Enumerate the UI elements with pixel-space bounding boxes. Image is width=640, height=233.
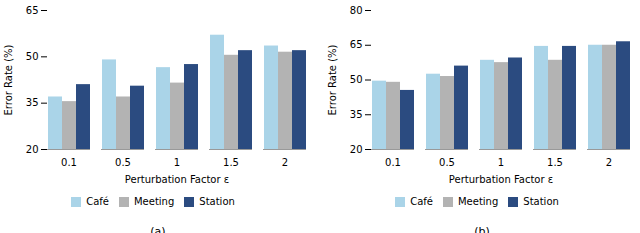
svg-text:0.5: 0.5 [115, 157, 131, 168]
svg-text:2: 2 [282, 157, 288, 168]
svg-text:0.1: 0.1 [385, 157, 401, 168]
svg-text:Error Rate (%): Error Rate (%) [3, 44, 14, 115]
svg-text:2: 2 [606, 157, 612, 168]
svg-text:80: 80 [350, 5, 363, 16]
svg-text:0.5: 0.5 [439, 157, 455, 168]
svg-text:35: 35 [26, 97, 39, 108]
svg-text:Perturbation Factor ε: Perturbation Factor ε [449, 174, 553, 185]
svg-text:50: 50 [350, 74, 363, 85]
html-text:Station: Station [523, 196, 559, 207]
svg-text:20: 20 [26, 144, 39, 155]
svg-text:50: 50 [26, 51, 39, 62]
svg-text:20: 20 [350, 144, 363, 155]
svg-text:1.5: 1.5 [223, 157, 239, 168]
svg-text:1: 1 [498, 157, 504, 168]
svg-text:65: 65 [350, 39, 363, 50]
html-text:Meeting: Meeting [458, 196, 499, 207]
html-text:Meeting: Meeting [134, 196, 175, 207]
html-text:Café: Café [86, 196, 109, 207]
html-text:Café: Café [410, 196, 433, 207]
svg-text:Error Rate (%): Error Rate (%) [327, 44, 338, 115]
svg-text:Perturbation Factor ε: Perturbation Factor ε [125, 174, 229, 185]
svg-text:65: 65 [26, 5, 39, 16]
svg-text:1.5: 1.5 [547, 157, 563, 168]
html-text:Station: Station [199, 196, 235, 207]
svg-text:35: 35 [350, 109, 363, 120]
svg-text:0.1: 0.1 [61, 157, 77, 168]
svg-text:1: 1 [174, 157, 180, 168]
